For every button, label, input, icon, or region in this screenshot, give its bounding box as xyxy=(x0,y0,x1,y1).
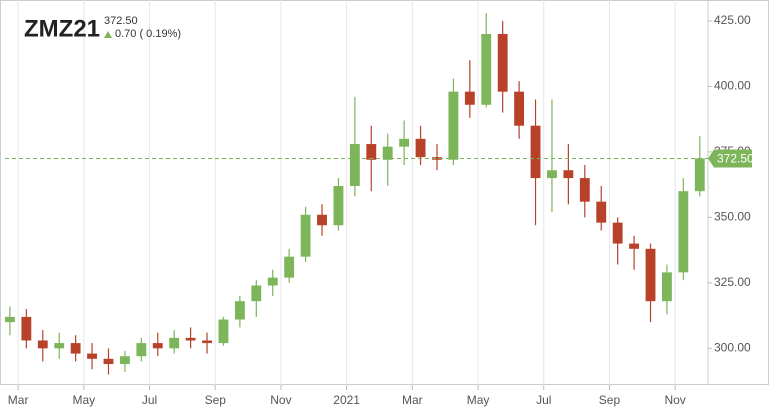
x-tick-label: Jul xyxy=(142,393,157,407)
candle-body xyxy=(37,340,48,349)
candle-body xyxy=(530,125,541,179)
candle-body xyxy=(514,91,525,126)
x-tick-label: Nov xyxy=(664,393,685,407)
y-tick-label: 350.00 xyxy=(714,210,751,224)
candle-body xyxy=(251,285,262,302)
candle-body xyxy=(694,158,705,192)
candle-body xyxy=(579,178,590,202)
x-tick-label: May xyxy=(467,393,490,407)
candle-body xyxy=(563,170,574,179)
candle-body xyxy=(382,146,393,160)
candle-body xyxy=(284,256,295,278)
last-price-badge xyxy=(708,149,752,168)
y-tick-label: 400.00 xyxy=(714,79,751,93)
candle-body xyxy=(645,248,656,302)
candle-body xyxy=(218,319,229,344)
candle-body xyxy=(432,157,442,160)
candle-body xyxy=(54,343,65,349)
y-tick-label: 325.00 xyxy=(714,275,751,289)
y-tick-label: 300.00 xyxy=(714,341,751,355)
candle-body xyxy=(267,277,278,286)
candle-body xyxy=(662,272,672,302)
candle-body xyxy=(317,214,327,226)
y-tick-label: 425.00 xyxy=(714,13,751,27)
x-tick-label: May xyxy=(73,393,96,407)
candle-body xyxy=(119,356,130,365)
candle-body xyxy=(234,301,245,320)
candle-body xyxy=(612,222,623,244)
x-tick-label: Mar xyxy=(402,393,423,407)
header-price: 372.50 xyxy=(104,15,138,27)
candle-body xyxy=(547,170,557,179)
candle-body xyxy=(448,91,459,160)
candle-body xyxy=(21,316,32,341)
candle-body xyxy=(497,34,508,92)
x-tick-label: 2021 xyxy=(333,393,360,407)
x-tick-label: Sep xyxy=(599,393,621,407)
candle-body xyxy=(629,243,640,249)
header-change: 0.70 ( 0.19%) xyxy=(115,28,181,40)
ticker: ZMZ21 xyxy=(24,15,100,42)
candle-body xyxy=(333,185,344,226)
candle-body xyxy=(152,343,163,349)
plot xyxy=(5,0,712,390)
up-arrow xyxy=(104,31,112,38)
candle-body xyxy=(185,337,196,341)
last-price-label: 372.50 xyxy=(717,152,754,166)
x-tick-label: Jul xyxy=(536,393,551,407)
x-tick-label: Sep xyxy=(205,393,227,407)
candle-body xyxy=(202,340,212,344)
candle-body xyxy=(5,316,15,323)
candle-body xyxy=(136,343,147,357)
candle-body xyxy=(678,191,689,273)
candle-body xyxy=(87,353,97,359)
candle-body xyxy=(70,343,81,354)
candle-body xyxy=(103,358,114,365)
candle-body xyxy=(415,138,426,158)
candle-body xyxy=(596,201,607,223)
candle-body xyxy=(399,138,410,147)
candle-body xyxy=(366,144,377,160)
candle-body xyxy=(464,91,475,105)
candle-body xyxy=(169,337,180,349)
x-tick-label: Nov xyxy=(270,393,291,407)
candle-body xyxy=(300,214,311,257)
x-tick-label: Mar xyxy=(8,393,29,407)
candle-body xyxy=(349,144,360,186)
chart-frame xyxy=(0,0,769,385)
candle-body xyxy=(481,34,492,105)
